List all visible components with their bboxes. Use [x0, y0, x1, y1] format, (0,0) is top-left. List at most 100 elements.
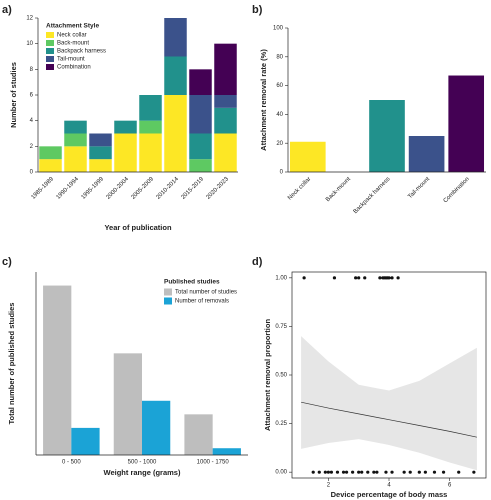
x-tick-label: 2015-2019	[180, 176, 205, 201]
x-tick-label: Back-mount	[325, 176, 352, 203]
point	[396, 276, 400, 280]
bar-segment	[114, 120, 137, 134]
x-tick-label: 1995-1999	[80, 176, 105, 201]
legend-swatch	[46, 48, 54, 54]
point	[344, 470, 349, 474]
y-tick-label: 0	[30, 170, 34, 176]
confidence-band	[301, 336, 477, 471]
legend-swatch	[46, 56, 54, 62]
x-tick-label: Combination	[443, 176, 471, 204]
bar	[184, 414, 213, 455]
bar	[71, 427, 100, 455]
legend-label: Backpack harness	[57, 49, 106, 55]
legend-label: Combination	[57, 65, 91, 71]
y-tick-label: 100	[273, 26, 284, 32]
x-tick-label: 1990-1994	[55, 176, 80, 201]
panel-label: d)	[252, 256, 263, 268]
bar	[289, 141, 326, 172]
point	[357, 276, 361, 280]
x-axis-title: Device percentage of body mass	[331, 490, 448, 499]
x-tick-label: 1000 - 1750	[197, 460, 230, 466]
legend-label: Back-mount	[57, 41, 89, 47]
legend-swatch	[46, 64, 54, 70]
y-axis-title: Attachment removal proportion	[263, 319, 272, 432]
bar-segment	[214, 133, 237, 172]
x-tick-label: 2000-2004	[105, 176, 130, 201]
point	[335, 470, 340, 474]
bar-segment	[189, 69, 212, 95]
point	[360, 470, 364, 474]
legend-swatch	[46, 32, 54, 38]
point	[363, 276, 367, 280]
bar	[408, 136, 445, 172]
bar-segment	[89, 133, 112, 147]
bar-segment	[164, 95, 187, 172]
point	[323, 470, 327, 474]
bar-segment	[64, 146, 87, 172]
point	[351, 470, 355, 474]
bar	[448, 75, 485, 172]
point	[332, 276, 337, 280]
point	[417, 470, 421, 474]
panel-label: c)	[2, 256, 12, 268]
x-tick-label: 6	[448, 483, 452, 489]
y-tick-label: 40	[276, 112, 283, 118]
bar-segment	[39, 146, 62, 160]
x-axis-title: Weight range (grams)	[104, 468, 181, 477]
point	[432, 470, 437, 474]
y-tick-label: 0	[280, 170, 284, 176]
legend-swatch	[164, 297, 172, 305]
bar-segment	[139, 120, 162, 134]
point	[402, 470, 406, 474]
bar-segment	[89, 146, 112, 160]
y-tick-label: 6	[30, 93, 34, 99]
point	[329, 470, 334, 474]
point	[384, 470, 388, 474]
bar	[113, 353, 142, 455]
legend-label: Neck collar	[57, 33, 87, 39]
point	[408, 470, 412, 474]
x-tick-label: 2	[327, 483, 331, 489]
y-tick-label: 12	[26, 16, 33, 22]
point	[372, 470, 376, 474]
bar-segment	[189, 133, 212, 160]
bar-segment	[64, 133, 87, 147]
bar	[43, 285, 72, 455]
bar-segment	[164, 56, 187, 95]
y-axis-title: Total number of published studies	[7, 303, 16, 425]
y-axis-title: Number of studies	[9, 62, 18, 128]
point	[302, 276, 306, 280]
y-tick-label: 4	[30, 118, 34, 124]
x-tick-label: Neck collar	[287, 176, 312, 201]
point	[423, 470, 427, 474]
bar-segment	[114, 133, 137, 172]
point	[317, 470, 321, 474]
point	[390, 470, 394, 474]
point	[354, 276, 358, 280]
bar-segment	[89, 159, 112, 172]
y-tick-label: 60	[276, 83, 283, 89]
y-tick-label: 0.25	[275, 421, 287, 427]
x-tick-label: 2005-2009	[130, 176, 155, 201]
legend-title: Published studies	[164, 279, 220, 286]
y-tick-label: 1.00	[275, 275, 287, 281]
point	[457, 470, 461, 474]
trend-line	[301, 401, 477, 438]
point	[326, 470, 330, 474]
y-tick-label: 8	[30, 67, 34, 73]
x-tick-label: Backpack harness	[353, 176, 392, 215]
bar-segment	[189, 95, 212, 134]
x-tick-label: 1985-1989	[30, 176, 55, 201]
y-tick-label: 10	[26, 41, 33, 47]
legend-label: Number of removals	[175, 299, 229, 305]
bar-segment	[64, 120, 87, 134]
y-axis-title: Attachment removal rate (%)	[259, 49, 268, 151]
point	[375, 470, 379, 474]
x-tick-label: Tail-mount	[407, 176, 431, 200]
point	[441, 470, 446, 474]
point	[341, 470, 346, 474]
point	[366, 470, 370, 474]
y-tick-label: 20	[276, 141, 283, 147]
legend-swatch	[164, 288, 172, 296]
